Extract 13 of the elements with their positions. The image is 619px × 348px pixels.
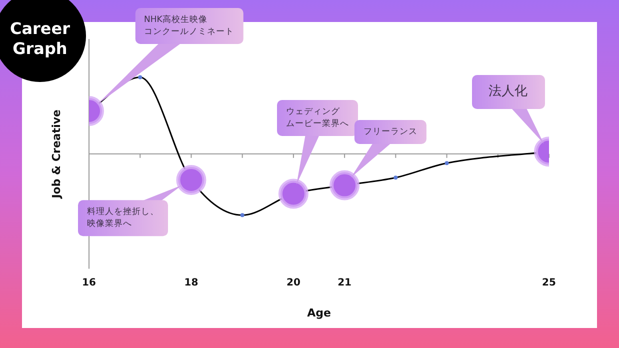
annotation: 料理人を挫折し、映像業界へ — [87, 206, 160, 230]
chart-title: Career Graph — [0, 0, 86, 82]
x-tick-label: 18 — [184, 277, 198, 288]
x-axis-title: Age — [307, 306, 331, 320]
annotation: ウェディングムービー業界へ — [286, 106, 350, 130]
x-tick-label: 25 — [542, 277, 556, 288]
annotation: フリーランス — [364, 126, 419, 138]
x-tick-label: 16 — [82, 277, 96, 288]
y-axis-title: Job & Creative — [50, 109, 63, 200]
x-tick-label: 20 — [286, 277, 300, 288]
annotation: 法人化 — [488, 84, 528, 100]
speech-bubble: ウェディングムービー業界へ — [276, 100, 358, 184]
x-tick-label: 21 — [338, 277, 352, 288]
